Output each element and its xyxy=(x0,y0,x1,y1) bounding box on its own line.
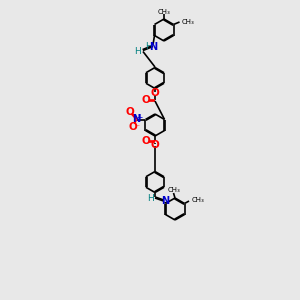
Text: O: O xyxy=(128,122,137,132)
Text: O: O xyxy=(125,107,134,117)
Text: CH₃: CH₃ xyxy=(167,188,180,194)
Text: N: N xyxy=(149,41,157,52)
Text: O: O xyxy=(151,140,159,150)
Text: H: H xyxy=(135,46,141,56)
Text: CH₃: CH₃ xyxy=(191,197,204,203)
Text: O: O xyxy=(151,88,159,98)
Text: O: O xyxy=(142,136,150,146)
Text: +: + xyxy=(136,113,142,122)
Text: H: H xyxy=(145,42,152,51)
Text: O: O xyxy=(142,94,150,104)
Text: N: N xyxy=(161,196,169,206)
Text: CH₃: CH₃ xyxy=(182,19,195,25)
Text: N: N xyxy=(132,114,140,124)
Text: ⁻: ⁻ xyxy=(136,122,140,131)
Text: CH₃: CH₃ xyxy=(158,8,170,14)
Text: H: H xyxy=(147,194,154,203)
